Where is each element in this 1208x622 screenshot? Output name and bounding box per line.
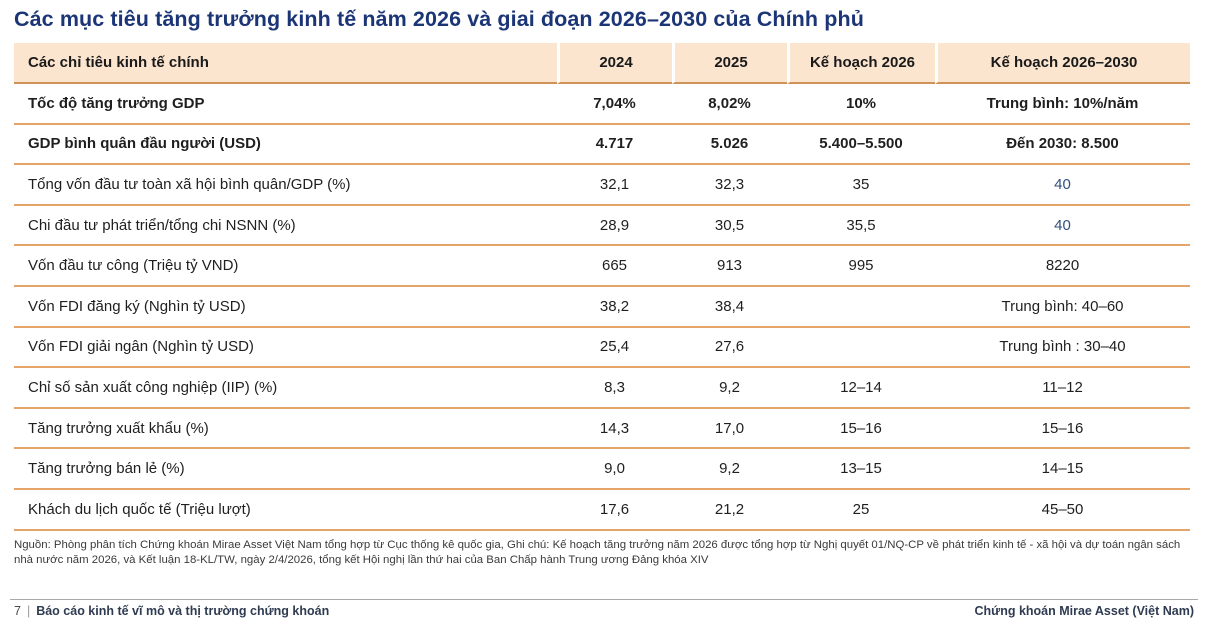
- row-value: 8220: [935, 246, 1190, 287]
- row-label: Vốn FDI giải ngân (Nghìn tỷ USD): [14, 328, 557, 369]
- table-row: Chỉ số sản xuất công nghiệp (IIP) (%) 8,3…: [14, 368, 1190, 409]
- row-value: 38,4: [672, 287, 787, 328]
- row-value: 4.717: [557, 125, 672, 166]
- row-label: Chi đầu tư phát triển/tổng chi NSNN (%): [14, 206, 557, 247]
- row-value: 17,0: [672, 409, 787, 450]
- table-row: Chi đầu tư phát triển/tổng chi NSNN (%) 2…: [14, 206, 1190, 247]
- row-value: 14–15: [935, 449, 1190, 490]
- row-value: 11–12: [935, 368, 1190, 409]
- row-value: 665: [557, 246, 672, 287]
- column-header-plan-2026-2030: Kế hoạch 2026–2030: [935, 43, 1190, 84]
- row-value: 7,04%: [557, 84, 672, 125]
- page-number: 7: [14, 603, 21, 618]
- table-row: Tốc độ tăng trưởng GDP 7,04% 8,02% 10% Trung…: [14, 84, 1190, 125]
- row-value: 913: [672, 246, 787, 287]
- source-note: Nguồn: Phòng phân tích Chứng khoán Mirae…: [14, 538, 1181, 567]
- row-value: 995: [787, 246, 935, 287]
- table-body: Tốc độ tăng trưởng GDP 7,04% 8,02% 10% Trung…: [14, 84, 1190, 531]
- row-value: 5.400–5.500: [787, 125, 935, 166]
- row-value: 35: [787, 165, 935, 206]
- row-value: 21,2: [672, 490, 787, 531]
- row-label: Vốn FDI đăng ký (Nghìn tỷ USD): [14, 287, 557, 328]
- row-value: 32,3: [672, 165, 787, 206]
- table-row: Tăng trưởng bán lẻ (%) 9,0 9,2 13–15 14–15: [14, 449, 1190, 490]
- row-value: 25,4: [557, 328, 672, 369]
- row-label: Tăng trưởng bán lẻ (%): [14, 449, 557, 490]
- column-header-2024: 2024: [557, 43, 672, 84]
- row-value: Đến 2030: 8.500: [935, 125, 1190, 166]
- row-label: Tổng vốn đầu tư toàn xã hội bình quân/GD…: [14, 165, 557, 206]
- row-value: 9,0: [557, 449, 672, 490]
- row-label: Vốn đầu tư công (Triệu tỷ VND): [14, 246, 557, 287]
- table-row: Vốn FDI đăng ký (Nghìn tỷ USD) 38,2 38,4 Tr…: [14, 287, 1190, 328]
- footer-separator: |: [26, 603, 31, 618]
- row-value: 32,1: [557, 165, 672, 206]
- row-value: 28,9: [557, 206, 672, 247]
- column-header-indicator: Các chỉ tiêu kinh tế chính: [14, 43, 557, 84]
- table-header: Các chỉ tiêu kinh tế chính 2024 2025 Kế …: [14, 43, 1190, 84]
- column-header-plan-2026: Kế hoạch 2026: [787, 43, 935, 84]
- row-value: 9,2: [672, 449, 787, 490]
- row-label: Tăng trưởng xuất khẩu (%): [14, 409, 557, 450]
- row-value: 35,5: [787, 206, 935, 247]
- row-value: 25: [787, 490, 935, 531]
- row-value: 27,6: [672, 328, 787, 369]
- row-value: 13–15: [787, 449, 935, 490]
- row-value: Trung bình : 30–40: [935, 328, 1190, 369]
- row-label: Chỉ số sản xuất công nghiệp (IIP) (%): [14, 368, 557, 409]
- company-name: Chứng khoán Mirae Asset (Việt Nam): [974, 603, 1194, 618]
- row-label: GDP bình quân đầu người (USD): [14, 125, 557, 166]
- page-title: Các mục tiêu tăng trưởng kinh tế năm 202…: [14, 7, 864, 31]
- row-value: 14,3: [557, 409, 672, 450]
- table-row: Tăng trưởng xuất khẩu (%) 14,3 17,0 15–16 15…: [14, 409, 1190, 450]
- row-value: 15–16: [935, 409, 1190, 450]
- row-value: 40: [935, 206, 1190, 247]
- row-value: 15–16: [787, 409, 935, 450]
- table-row: GDP bình quân đầu người (USD) 4.717 5.026 5…: [14, 125, 1190, 166]
- row-value: [787, 328, 935, 369]
- footer-bar: 7 | Báo cáo kinh tế vĩ mô và thị trường …: [10, 599, 1198, 622]
- row-value: Trung bình: 40–60: [935, 287, 1190, 328]
- row-value: 45–50: [935, 490, 1190, 531]
- row-value: 12–14: [787, 368, 935, 409]
- row-value: 17,6: [557, 490, 672, 531]
- column-header-2025: 2025: [672, 43, 787, 84]
- footer-left: 7 | Báo cáo kinh tế vĩ mô và thị trường …: [14, 604, 329, 618]
- table-row: Vốn đầu tư công (Triệu tỷ VND) 665 913 995 8…: [14, 246, 1190, 287]
- economic-targets-table: Các chỉ tiêu kinh tế chính 2024 2025 Kế …: [14, 43, 1190, 531]
- row-value: [787, 287, 935, 328]
- row-value: 8,3: [557, 368, 672, 409]
- header-row: Các chỉ tiêu kinh tế chính 2024 2025 Kế …: [14, 43, 1190, 84]
- row-value: 30,5: [672, 206, 787, 247]
- row-value: Trung bình: 10%/năm: [935, 84, 1190, 125]
- report-title: Báo cáo kinh tế vĩ mô và thị trường chứn…: [36, 603, 330, 618]
- row-value: 40: [935, 165, 1190, 206]
- table-row: Vốn FDI giải ngân (Nghìn tỷ USD) 25,4 27,6…: [14, 328, 1190, 369]
- row-label: Khách du lịch quốc tế (Triệu lượt): [14, 490, 557, 531]
- row-label: Tốc độ tăng trưởng GDP: [14, 84, 557, 125]
- table-row: Khách du lịch quốc tế (Triệu lượt) 17,6 21…: [14, 490, 1190, 531]
- table-row: Tổng vốn đầu tư toàn xã hội bình quân/GD…: [14, 165, 1190, 206]
- row-value: 38,2: [557, 287, 672, 328]
- row-value: 8,02%: [672, 84, 787, 125]
- row-value: 9,2: [672, 368, 787, 409]
- row-value: 10%: [787, 84, 935, 125]
- row-value: 5.026: [672, 125, 787, 166]
